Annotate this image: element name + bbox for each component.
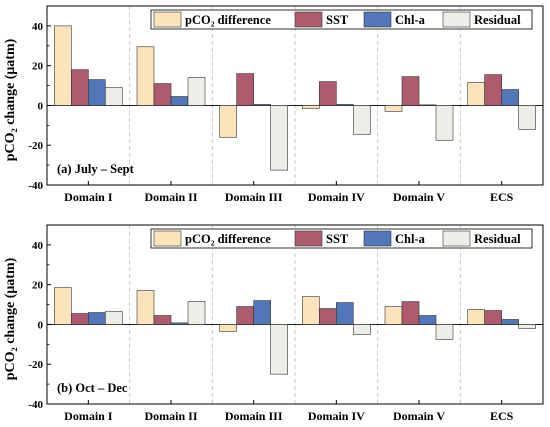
bar-chl-a-0 [88,312,106,325]
bar-chl-a-5 [501,89,519,106]
legend: pCO₂ difference SST Chl-a Residual [150,228,533,249]
y-tick-label: 20 [32,280,44,292]
category-label: Domain V [393,409,445,423]
category-label: Domain IV [308,409,365,423]
plot-frame [46,5,544,186]
category-label: Domain II [144,409,197,423]
plot-frame [46,224,544,405]
bar-residual-4 [435,324,454,340]
y-tick-label: 40 [32,240,44,252]
legend-box [150,228,533,249]
bar-sst-5 [484,310,502,325]
bar-residual-3 [353,324,371,335]
legend-swatch [294,11,323,28]
legend-label: Chl-a [395,13,426,27]
category-label: Domain I [64,409,113,423]
category-label: Domain II [144,190,197,204]
legend-label: SST [326,13,349,27]
legend-swatch [363,230,392,247]
legend-label: pCO₂ difference [185,13,271,27]
bar-chl-a-3 [336,302,354,325]
bar-residual-4 [435,105,454,141]
bar-sst-0 [71,69,89,106]
bar-residual-2 [270,105,288,171]
bar-pco-difference-3 [302,105,320,109]
panel-a: -40 -20 0 20 40 Domain I Domain II Domain III Do… [28,5,544,204]
bar-pco-difference-1 [136,46,155,106]
y-axis-label-top: pCO₂ change (μatm) [3,38,18,161]
legend-label: Residual [474,13,521,27]
bar-residual-0 [105,311,123,325]
bar-residual-1 [187,301,206,325]
bar-pco-difference-3 [302,296,320,325]
y-tick-label: 0 [38,100,44,112]
bar-chl-a-3 [336,104,354,106]
bar-pco-difference-0 [54,25,72,106]
category-label: ECS [490,409,514,423]
bar-chl-a-2 [253,300,271,325]
bar-residual-0 [105,87,123,106]
bar-sst-5 [484,74,502,106]
bar-pco-difference-4 [384,105,403,112]
bar-pco-difference-4 [384,306,403,325]
bar-chl-a-1 [170,96,189,106]
legend-swatch [363,11,392,28]
bar-pco-difference-2 [219,105,237,138]
bar-sst-1 [153,83,172,106]
y-tick-label: -40 [28,399,43,411]
bar-chl-a-5 [501,319,519,325]
legend-swatch [153,11,182,28]
y-tick-label: -40 [28,180,43,192]
category-label: Domain I [64,190,113,204]
bar-sst-3 [319,308,337,325]
bar-sst-2 [236,73,254,106]
bar-sst-1 [153,315,172,325]
legend-box [150,9,533,30]
bar-chl-a-4 [418,104,437,106]
bar-sst-2 [236,306,254,325]
bar-pco-difference-0 [54,287,72,325]
y-tick-label: -20 [28,359,43,371]
panel-label: (a) July – Sept [57,162,135,176]
legend-swatch [294,230,323,247]
y-tick-label: 40 [32,21,44,33]
bar-residual-2 [270,324,288,375]
legend-label: SST [326,232,349,246]
legend-swatch [442,11,471,28]
legend-label: Chl-a [395,232,426,246]
legend: pCO₂ difference SST Chl-a Residual [150,9,533,30]
category-label: Domain V [393,190,445,204]
category-label: Domain IV [308,190,365,204]
bar-chl-a-0 [88,79,106,106]
legend-swatch [442,230,471,247]
bar-pco-difference-5 [467,82,485,106]
bar-sst-4 [401,301,420,325]
bar-residual-5 [518,324,536,329]
bar-residual-5 [518,105,536,130]
y-tick-label: 0 [38,319,44,331]
legend-label: Residual [474,232,521,246]
category-label: ECS [490,190,514,204]
bar-residual-3 [353,105,371,135]
bar-pco-difference-5 [467,309,485,325]
category-label: Domain III [225,190,283,204]
bar-sst-4 [401,76,420,106]
legend-swatch [153,230,182,247]
panel-label: (b) Oct – Dec [57,381,128,395]
y-tick-label: 20 [32,61,44,73]
bar-pco-difference-1 [136,290,155,325]
bar-chl-a-1 [170,322,189,325]
bar-residual-1 [187,77,206,106]
bar-pco-difference-2 [219,324,237,332]
bar-sst-3 [319,81,337,106]
panel-b: -40 -20 0 20 40 Domain I Domain II Domain III Do… [28,224,544,423]
bar-sst-0 [71,313,89,325]
bar-chl-a-2 [253,104,271,106]
y-axis-label-bottom: pCO₂ change (μatm) [3,257,18,380]
bar-chl-a-4 [418,315,437,325]
category-label: Domain III [225,409,283,423]
legend-label: pCO₂ difference [185,232,271,246]
y-tick-label: -20 [28,140,43,152]
